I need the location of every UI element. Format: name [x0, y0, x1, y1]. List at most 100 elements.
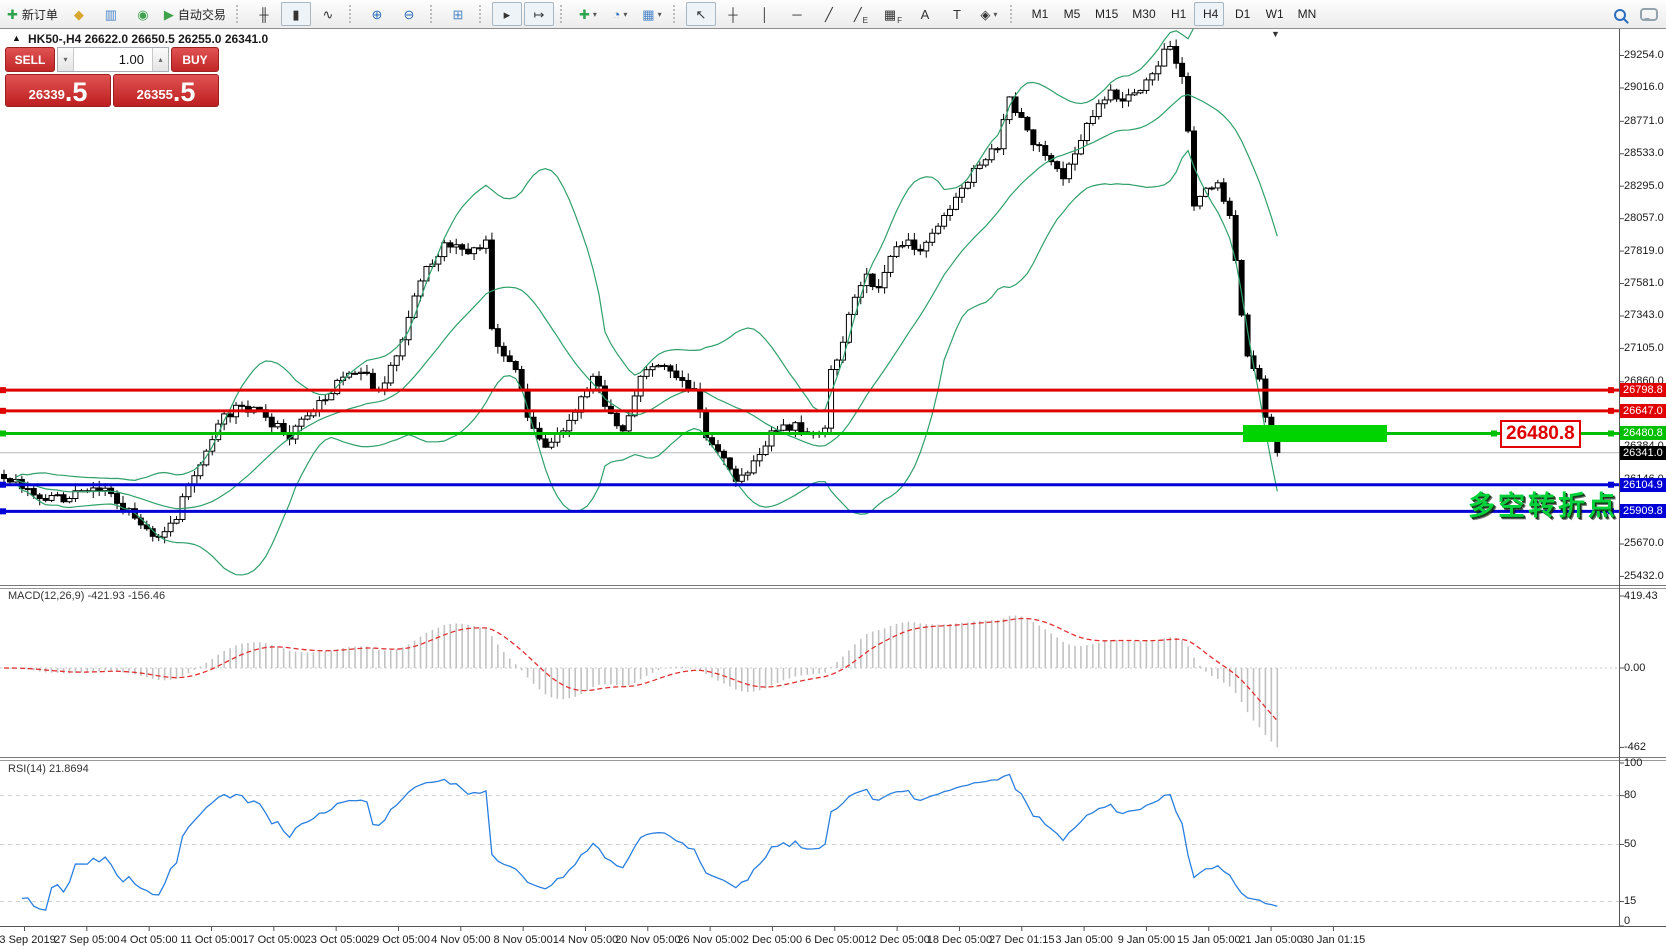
tf-mn-label: MN	[1297, 7, 1317, 21]
market-watch-button[interactable]: ▥	[96, 2, 126, 26]
ask-price-int: 26355	[136, 87, 173, 102]
date-axis-label: 11 Oct 05:00	[180, 934, 243, 946]
tool-subscript: E	[862, 16, 869, 25]
crosshair-icon: ┼	[728, 6, 738, 22]
navigator-button[interactable]: ◉	[128, 2, 158, 26]
indicators-icon: ✚	[578, 6, 590, 22]
rsi-axis-label: 0	[1624, 914, 1631, 927]
chevron-down-icon: ▾	[993, 9, 998, 19]
date-axis-label: 15 Jan 05:00	[1176, 934, 1241, 946]
volume-input[interactable]: 1.00	[118, 52, 144, 67]
volume-increase-button[interactable]: ▴	[152, 48, 168, 71]
price-axis-label: 27105.0	[1624, 341, 1664, 354]
date-axis-label: 29 Oct 05:00	[366, 934, 430, 946]
price-axis-label: 29254.0	[1624, 49, 1664, 61]
tf-m5-label: M5	[1063, 7, 1081, 21]
vertical-line-button[interactable]: │	[750, 2, 780, 26]
toolbar-right	[1614, 0, 1658, 29]
toolbar-separator	[348, 5, 357, 23]
periods-button[interactable]: ◔ ▾	[605, 2, 635, 26]
bar-chart-icon: ╫	[259, 6, 269, 22]
bull-bear-turning-point-annotation[interactable]: 多空转折点	[1468, 491, 1618, 521]
ask-price-box[interactable]: 26355.5	[113, 74, 219, 107]
search-icon[interactable]	[1614, 8, 1626, 21]
chart-shift-button[interactable]: ↦	[523, 2, 554, 26]
candlestick-chart-button[interactable]: ▮	[280, 2, 311, 26]
tf-w1-label: W1	[1265, 7, 1284, 21]
shapes-button[interactable]: ◈ ▾	[974, 2, 1004, 26]
equidistant-channel-button[interactable]: ╱ E	[846, 2, 876, 26]
date-axis-label: 6 Dec 05:00	[805, 934, 865, 946]
text-button[interactable]: A	[910, 2, 940, 26]
horizontal-line-button[interactable]: ─	[782, 2, 812, 26]
navigator-icon: ◉	[137, 6, 149, 22]
price-line-tag: 25909.8	[1620, 504, 1666, 519]
volume-control: ▾ 1.00 ▴	[57, 47, 169, 72]
text-label-button[interactable]: T	[942, 2, 972, 26]
rsi-line	[21, 773, 1278, 911]
templates-icon: ▦	[642, 6, 655, 22]
fibonacci-button[interactable]: ▦ F	[878, 2, 908, 26]
tf-mn-button[interactable]: MN	[1290, 2, 1321, 26]
toolbar-separator	[429, 5, 438, 23]
tf-m1-button[interactable]: M1	[1023, 2, 1053, 26]
tile-windows-icon: ⊞	[452, 6, 464, 22]
zoom-in-button[interactable]: ⊕	[362, 2, 392, 26]
text-label-icon: T	[952, 6, 961, 22]
tf-d1-button[interactable]: D1	[1226, 2, 1256, 26]
tf-w1-button[interactable]: W1	[1258, 2, 1288, 26]
bar-chart-button[interactable]: ╫	[249, 2, 279, 26]
fibonacci-icon: ▦	[883, 6, 897, 22]
toolbar: ✚ 新订单 ◆ ▥ ◉ ▶ 自动交易 ╫ ▮ ∿ ⊕ ⊖ ⊞ ▸ ↦ ✚ ▾ ◔ ▾ ▦ ▾ ↖ ┼ │ ─ ╱ ╱ E ▦ F A T ◈ ▾ M…	[0, 0, 1666, 29]
toolbar-separator	[1009, 5, 1018, 23]
bid-price-box[interactable]: 26339.5	[5, 74, 111, 107]
line-chart-button[interactable]: ∿	[313, 2, 343, 26]
auto-scroll-button[interactable]: ▸	[491, 2, 522, 26]
rsi-axis-label: 100	[1624, 756, 1643, 769]
cursor-button[interactable]: ↖	[685, 2, 716, 26]
zoom-out-button[interactable]: ⊖	[394, 2, 424, 26]
price-line-tag: 26341.0	[1620, 445, 1666, 460]
chat-icon[interactable]	[1640, 8, 1658, 21]
price-callout-label[interactable]: 26480.8	[1500, 420, 1581, 448]
crosshair-button[interactable]: ┼	[718, 2, 748, 26]
price-axis-label: 29016.0	[1624, 81, 1664, 94]
new-order-button[interactable]: ✚ 新订单	[3, 2, 62, 26]
date-axis-label: 14 Nov 05:00	[552, 934, 619, 946]
date-axis-label: 27 Dec 01:15	[989, 934, 1055, 946]
auto-trading-label: 自动交易	[177, 7, 226, 22]
templates-button[interactable]: ▦ ▾	[637, 2, 667, 26]
tf-m30-button[interactable]: M30	[1124, 2, 1159, 26]
price-line-tag: 26798.8	[1620, 383, 1666, 398]
date-axis-label: 21 Jan 05:00	[1239, 934, 1303, 946]
chart-shift-icon: ↦	[533, 6, 545, 22]
trendline-icon: ╱	[825, 6, 833, 22]
volume-decrease-button[interactable]: ▾	[58, 48, 74, 71]
chart-symbol-title: HK50-,H4 26622.0 26650.5 26255.0 26341.0	[28, 32, 269, 46]
tile-windows-button[interactable]: ⊞	[443, 2, 473, 26]
date-axis-label: 4 Nov 05:00	[431, 934, 491, 946]
chart-shift-marker-icon[interactable]: ▼	[1271, 29, 1280, 39]
date-axis-label: 30 Jan 01:15	[1301, 934, 1366, 946]
price-axis-label: 25670.0	[1624, 537, 1664, 550]
sell-button[interactable]: SELL	[5, 47, 55, 72]
trendline-button[interactable]: ╱	[814, 2, 844, 26]
tf-h4-button[interactable]: H4	[1193, 2, 1224, 26]
tf-h1-button[interactable]: H1	[1162, 2, 1192, 26]
tf-m15-button[interactable]: M15	[1087, 2, 1122, 26]
candlestick-chart-icon: ▮	[292, 6, 300, 22]
new-order-label: 新订单	[21, 7, 58, 22]
buy-button[interactable]: BUY	[171, 47, 219, 72]
price-axis-label: 25432.0	[1624, 569, 1664, 582]
toolbar-separator	[478, 5, 487, 23]
indicators-button[interactable]: ✚ ▾	[573, 2, 603, 26]
rsi-indicator-title: RSI(14) 21.8694	[8, 763, 89, 775]
chart-profile-button[interactable]: ◆	[64, 2, 94, 26]
tf-d1-label: D1	[1234, 7, 1251, 21]
chevron-down-icon: ▾	[657, 9, 662, 19]
price-axis-label: 27581.0	[1624, 277, 1664, 290]
auto-trading-button[interactable]: ▶ 自动交易	[160, 2, 230, 26]
tf-m5-button[interactable]: M5	[1055, 2, 1085, 26]
panel-collapse-icon[interactable]: ▲	[12, 33, 21, 43]
